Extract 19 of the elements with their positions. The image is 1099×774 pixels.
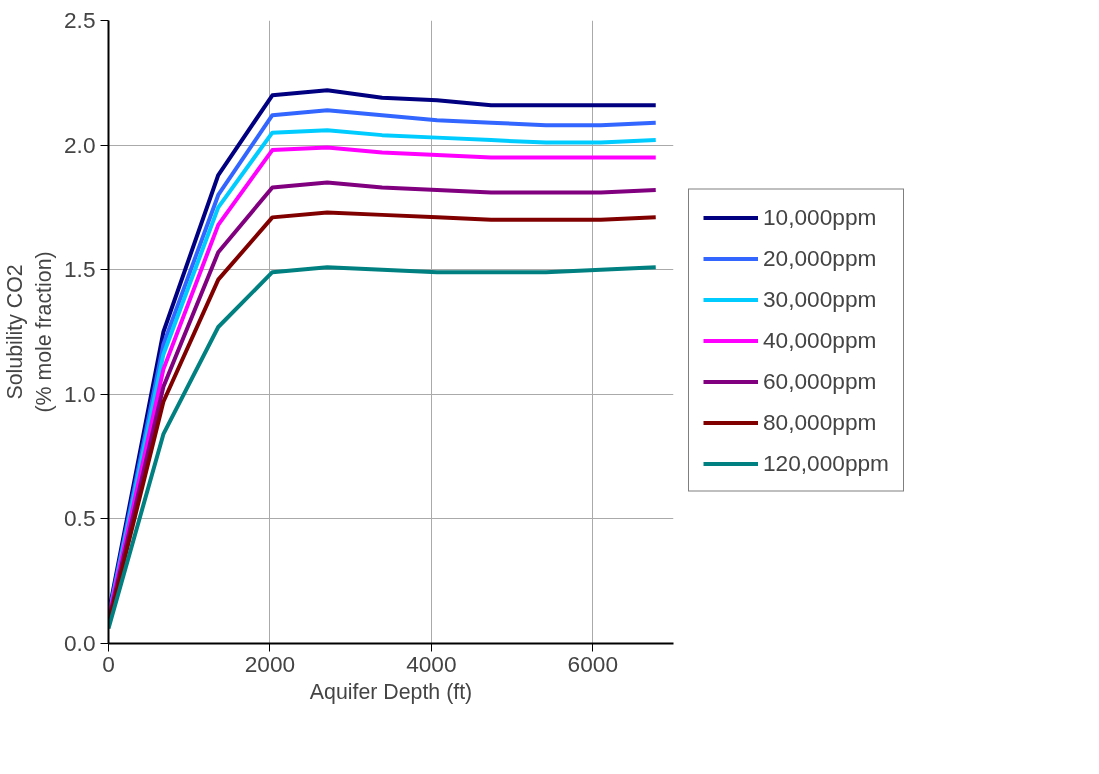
legend-label: 10,000ppm xyxy=(763,203,877,231)
y-axis-title: Solubility CO2 (% mole fraction) xyxy=(3,251,56,413)
y-tick-label: 2.0 xyxy=(64,131,96,158)
legend-label: 20,000ppm xyxy=(763,244,877,272)
y-tick-label: 1.0 xyxy=(64,380,96,407)
legend-label: 30,000ppm xyxy=(763,285,877,313)
y-tick-label: 2.5 xyxy=(64,7,96,33)
y-tick-label: 0.0 xyxy=(64,630,96,656)
x-tick-label: 0 xyxy=(102,650,115,677)
y-tick-label: 0.5 xyxy=(64,505,96,532)
legend-label: 120,000ppm xyxy=(763,449,889,477)
legend-label: 40,000ppm xyxy=(763,326,877,354)
legend-label: 80,000ppm xyxy=(763,408,877,436)
x-tick-label: 4000 xyxy=(406,650,457,677)
y-tick-label: 1.5 xyxy=(64,256,96,283)
x-tick-label: 2000 xyxy=(244,650,296,677)
legend-label: 60,000ppm xyxy=(763,367,877,395)
x-tick-label: 6000 xyxy=(567,650,618,677)
x-axis-title: Aquifer Depth (ft) xyxy=(309,679,473,704)
